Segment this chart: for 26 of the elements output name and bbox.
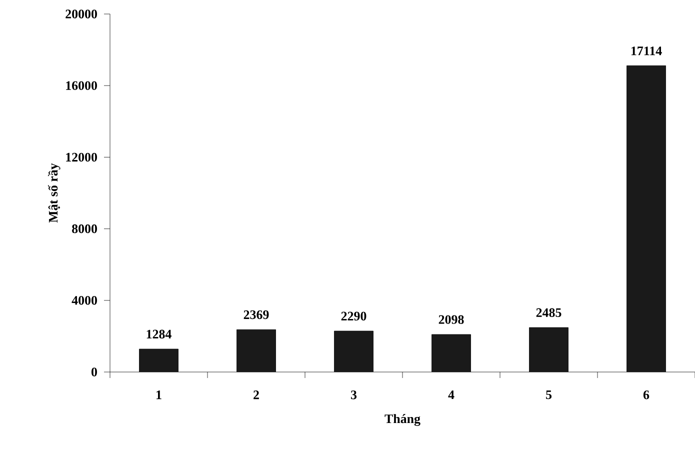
data-label: 2369 (244, 310, 269, 320)
y-tick-label: 0 (92, 368, 97, 376)
y-tick-label: 12000 (66, 152, 97, 162)
x-tick-label: 4 (448, 390, 454, 400)
y-tick-label: 8000 (72, 224, 97, 234)
data-label: 1284 (146, 330, 172, 338)
data-label: 17114 (631, 46, 662, 56)
x-axis-title: Tháng (384, 414, 420, 426)
y-tick-label: 20000 (66, 10, 97, 18)
bar (529, 328, 568, 372)
x-tick-label: 3 (351, 390, 357, 400)
x-tick-label: 5 (546, 390, 552, 400)
x-tick-label: 6 (643, 390, 650, 400)
bar (432, 334, 471, 372)
y-tick-label: 4000 (72, 296, 97, 305)
data-label: 2290 (341, 312, 366, 320)
bar (139, 349, 178, 372)
y-axis-title: Mật số rầy (48, 163, 60, 223)
data-label: 2485 (536, 308, 562, 317)
x-tick-label: 1 (156, 390, 162, 400)
data-label: 2098 (438, 315, 464, 324)
bar (626, 65, 666, 372)
x-tick-label: 2 (254, 390, 259, 400)
bar (334, 331, 374, 372)
bar (236, 330, 276, 372)
y-tick-label: 16000 (66, 81, 97, 90)
